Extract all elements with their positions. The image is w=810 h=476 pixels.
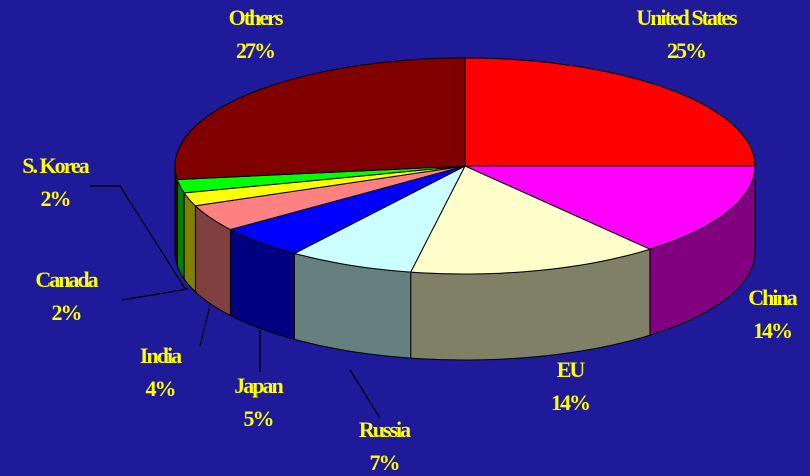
slice-side bbox=[183, 191, 196, 294]
slice-label: Canada bbox=[35, 267, 98, 292]
slice bbox=[228, 165, 466, 254]
slice-label: Japan bbox=[234, 373, 283, 398]
slice-label: S. Korea bbox=[22, 153, 89, 178]
slice-side bbox=[174, 165, 178, 266]
slice bbox=[464, 57, 756, 167]
slice-side bbox=[176, 179, 185, 281]
leader-line bbox=[121, 288, 189, 301]
slice-value-label: 5% bbox=[244, 406, 273, 431]
slice-value-label: 14% bbox=[551, 390, 589, 415]
leader-line bbox=[349, 369, 381, 419]
slice bbox=[409, 165, 652, 275]
slice-value-label: 7% bbox=[370, 450, 399, 475]
slice bbox=[293, 164, 467, 273]
slice-value-label: 25% bbox=[667, 38, 705, 63]
slice-label: Russia bbox=[359, 417, 411, 442]
leader-line bbox=[90, 185, 187, 291]
slice-label: EU bbox=[557, 357, 586, 382]
slice-value-label: 2% bbox=[52, 300, 81, 325]
slice bbox=[194, 165, 466, 231]
slice-label: United States bbox=[636, 5, 738, 30]
slice-label: China bbox=[748, 285, 797, 310]
slice-label: Others bbox=[229, 5, 284, 30]
slice-value-label: 2% bbox=[41, 186, 70, 211]
slice-label: India bbox=[140, 343, 182, 368]
slice-value-label: 14% bbox=[753, 318, 791, 343]
leader-line bbox=[199, 304, 211, 347]
slice bbox=[464, 165, 756, 250]
slice-value-label: 27% bbox=[236, 38, 274, 63]
slice-value-label: 4% bbox=[146, 376, 175, 401]
slice bbox=[174, 57, 466, 181]
